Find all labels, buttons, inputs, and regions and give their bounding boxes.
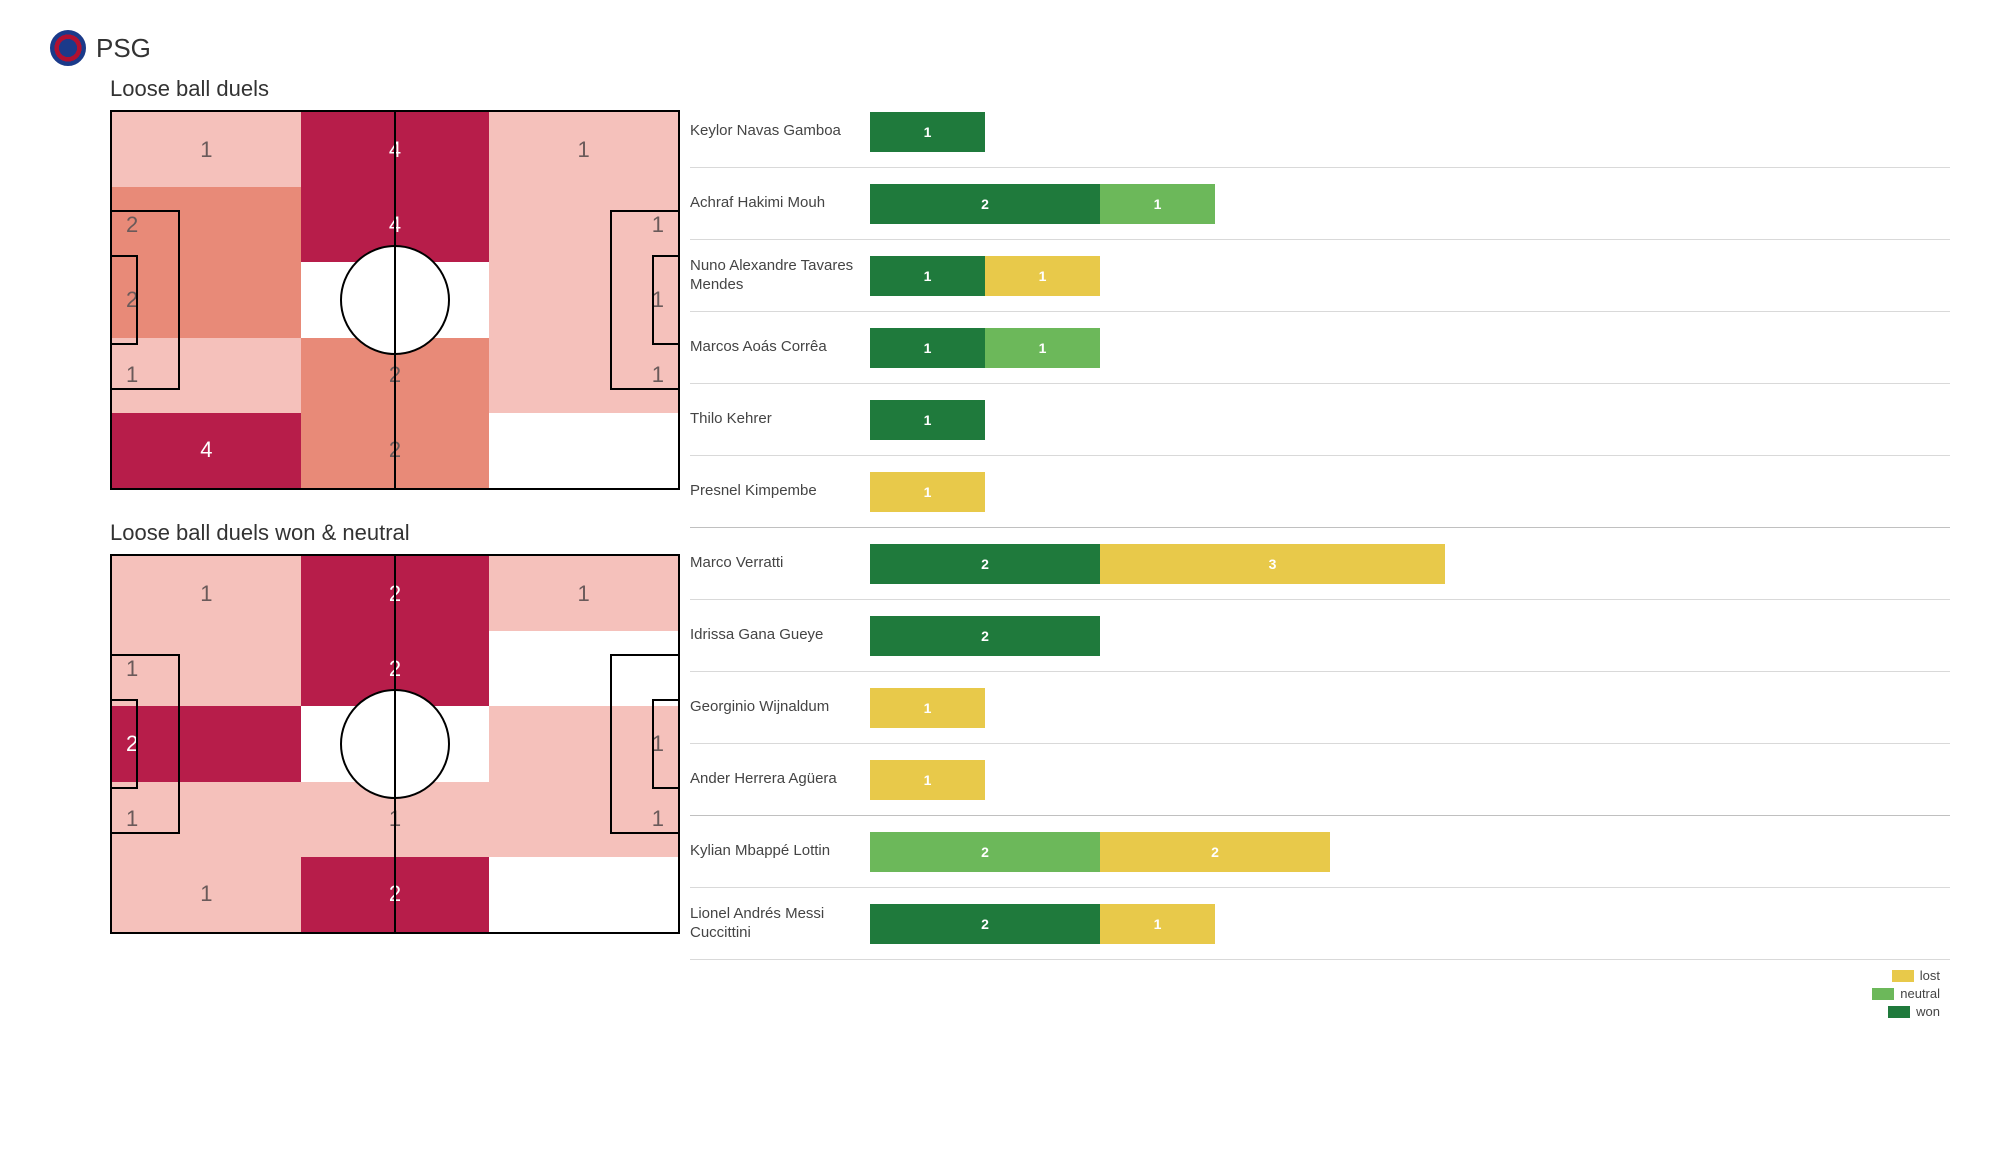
player-name: Nuno Alexandre Tavares Mendes [690,257,870,295]
player-name: Marcos Aoás Corrêa [690,338,870,357]
heat-cell: 4 [112,413,301,488]
pitch-duels-section: Loose ball duels 1412412112142 [110,76,650,490]
bar: 1 [870,688,1950,728]
header: PSG [50,30,1950,66]
heat-cell: 1 [489,112,678,187]
legend-swatch-neutral [1872,988,1894,1000]
heat-cell: 1 [112,556,301,631]
pitch-title: Loose ball duels won & neutral [110,520,650,546]
bar: 21 [870,184,1950,224]
player-name: Keylor Navas Gamboa [690,122,870,141]
player-row: Marco Verratti23 [690,528,1950,600]
bar-segment-won: 2 [870,616,1100,656]
heat-cell [489,857,678,932]
halfway-line [394,112,396,488]
player-row: Ander Herrera Agüera1 [690,744,1950,816]
team-logo [50,30,86,66]
bar-segment-lost: 1 [1100,904,1215,944]
legend-label: lost [1920,968,1940,983]
bar-segment-neutral: 1 [985,328,1100,368]
player-name: Marco Verratti [690,554,870,573]
player-name: Achraf Hakimi Mouh [690,194,870,213]
legend-swatch-lost [1892,970,1914,982]
player-row: Nuno Alexandre Tavares Mendes11 [690,240,1950,312]
bar-segment-lost: 1 [870,760,985,800]
heat-cell [489,413,678,488]
player-row: Achraf Hakimi Mouh21 [690,168,1950,240]
bar: 1 [870,472,1950,512]
player-name: Kylian Mbappé Lottin [690,842,870,861]
player-name: Idrissa Gana Gueye [690,626,870,645]
pitch-won-neutral: 121122111112 [110,554,680,934]
player-name: Ander Herrera Agüera [690,770,870,789]
content: Loose ball duels 1412412112142 Loose bal… [50,76,1950,1019]
goal-box-right [652,255,680,345]
goal-box-right [652,699,680,789]
bar-segment-won: 1 [870,328,985,368]
player-row: Lionel Andrés Messi Cuccittini21 [690,888,1950,960]
bar: 1 [870,400,1950,440]
player-row: Keylor Navas Gamboa1 [690,96,1950,168]
bar-segment-lost: 1 [870,688,985,728]
player-row: Kylian Mbappé Lottin22 [690,816,1950,888]
bar: 2 [870,616,1950,656]
legend: lost neutral won [690,968,1950,1019]
player-name: Georginio Wijnaldum [690,698,870,717]
pitch-title: Loose ball duels [110,76,650,102]
player-row: Idrissa Gana Gueye2 [690,600,1950,672]
legend-lost: lost [1892,968,1940,983]
halfway-line [394,556,396,932]
player-row: Marcos Aoás Corrêa11 [690,312,1950,384]
bar-segment-won: 2 [870,544,1100,584]
bar: 21 [870,904,1950,944]
bar: 23 [870,544,1950,584]
pitch-column: Loose ball duels 1412412112142 Loose bal… [50,76,650,1019]
bar-segment-neutral: 2 [870,832,1100,872]
pitch-duels: 1412412112142 [110,110,680,490]
heat-cell: 1 [112,112,301,187]
bar-segment-lost: 1 [985,256,1100,296]
player-rows: Keylor Navas Gamboa1Achraf Hakimi Mouh21… [690,96,1950,960]
legend-neutral: neutral [1872,986,1940,1001]
player-row: Thilo Kehrer1 [690,384,1950,456]
bar: 1 [870,112,1950,152]
heat-cell: 1 [112,857,301,932]
bar-segment-won: 2 [870,904,1100,944]
player-row: Presnel Kimpembe1 [690,456,1950,528]
bar-segment-won: 2 [870,184,1100,224]
player-name: Presnel Kimpembe [690,482,870,501]
legend-swatch-won [1888,1006,1910,1018]
bar-segment-lost: 3 [1100,544,1445,584]
bar-segment-won: 1 [870,256,985,296]
bar-segment-won: 1 [870,112,985,152]
player-row: Georginio Wijnaldum1 [690,672,1950,744]
team-name: PSG [96,33,151,64]
bar: 22 [870,832,1950,872]
legend-label: neutral [1900,986,1940,1001]
legend-label: won [1916,1004,1940,1019]
heat-cell: 1 [489,556,678,631]
bar-segment-won: 1 [870,400,985,440]
player-name: Lionel Andrés Messi Cuccittini [690,905,870,943]
bar-segment-neutral: 1 [1100,184,1215,224]
bar-segment-lost: 1 [870,472,985,512]
bar-chart: Keylor Navas Gamboa1Achraf Hakimi Mouh21… [690,76,1950,1019]
bar: 11 [870,328,1950,368]
pitch-won-neutral-section: Loose ball duels won & neutral 121122111… [110,520,650,934]
goal-box-left [110,255,138,345]
goal-box-left [110,699,138,789]
player-name: Thilo Kehrer [690,410,870,429]
legend-won: won [1888,1004,1940,1019]
bar: 1 [870,760,1950,800]
bar: 11 [870,256,1950,296]
bar-segment-lost: 2 [1100,832,1330,872]
